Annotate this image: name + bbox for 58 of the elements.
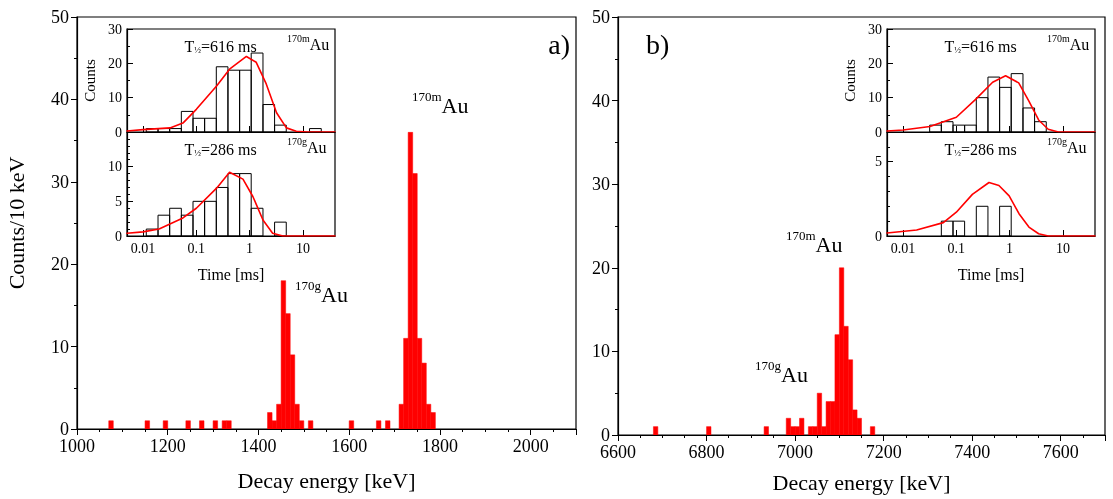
x-axis-title: Time [ms] (957, 265, 1025, 283)
y-tick-label: 0 (875, 124, 882, 140)
text: T½=286 ms (944, 140, 1017, 158)
x-tick-label: 7000 (777, 442, 814, 462)
x-tick-label: 0.01 (890, 240, 916, 256)
text: T½=616 ms (944, 37, 1017, 55)
text: T½=286 ms (184, 140, 257, 158)
x-tick-label: 7600 (1042, 442, 1079, 462)
y-tick-label: 5 (115, 193, 122, 209)
y-tick-label: 0 (115, 124, 122, 140)
y-tick-label: 30 (868, 21, 882, 37)
y-tick-label: 5 (875, 154, 882, 170)
x-axis-title: Decay energy [keV] (237, 467, 416, 493)
text: T½=616 ms (184, 37, 257, 55)
y-tick-label: 0 (601, 425, 610, 445)
x-tick-label: 10 (1055, 240, 1070, 256)
y-axis-title: Counts/10 keV (3, 156, 29, 290)
y-tick-label: 30 (108, 21, 122, 37)
y-tick-label: 20 (108, 55, 122, 71)
y-tick-label: 50 (51, 7, 69, 27)
x-tick-label: 1800 (421, 436, 458, 456)
x-axis-title: Decay energy [keV] (772, 469, 951, 495)
y-tick-label: 20 (592, 257, 610, 278)
x-tick-label: 7400 (954, 442, 991, 462)
x-tick-label: 0.1 (187, 240, 206, 256)
x-tick-label: 0.1 (947, 240, 966, 256)
x-axis-title: Time [ms] (197, 265, 265, 283)
x-tick-label: 1200 (149, 436, 186, 456)
y-tick-label: 50 (592, 7, 610, 27)
y-tick-label: 10 (592, 341, 610, 362)
y-tick-label: 10 (108, 90, 122, 106)
chart-title: a) (548, 29, 570, 61)
y-tick-label: 0 (875, 228, 882, 244)
y-tick-label: 40 (592, 90, 610, 111)
y-tick-label: 20 (868, 55, 882, 71)
y-tick-label: 0 (115, 228, 122, 244)
x-tick-label: 1 (1006, 240, 1014, 256)
y-tick-label: 40 (51, 89, 69, 110)
x-tick-label: 2000 (512, 436, 549, 456)
x-tick-label: 6800 (688, 442, 725, 462)
y-tick-label: 0 (60, 419, 69, 439)
y-axis-title: Counts (81, 59, 98, 102)
y-tick-label: 30 (592, 174, 610, 195)
y-axis-title: Counts (841, 59, 858, 102)
x-tick-label: 0.01 (130, 240, 156, 256)
x-tick-label: 6600 (600, 442, 636, 462)
x-tick-label: 10 (295, 240, 310, 256)
x-tick-label: 7200 (865, 442, 902, 462)
x-tick-label: 1000 (59, 436, 95, 456)
y-tick-label: 20 (51, 254, 69, 275)
chart-title: b) (646, 29, 670, 61)
x-tick-label: 1600 (331, 436, 368, 456)
y-tick-label: 10 (868, 90, 882, 106)
x-tick-label: 1400 (240, 436, 277, 456)
x-tick-label: 1 (246, 240, 254, 256)
y-tick-label: 10 (108, 159, 122, 175)
y-tick-label: 10 (51, 336, 69, 357)
y-tick-label: 30 (51, 171, 69, 192)
